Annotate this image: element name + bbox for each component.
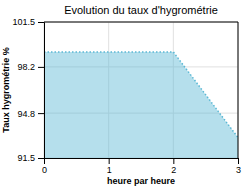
x-tick-label: 3	[236, 165, 241, 175]
plot: 0 1 2 3 91.5 94.8 98.2 101.5	[12, 17, 241, 175]
x-tick-mark	[173, 158, 174, 164]
x-tick: 1	[107, 158, 112, 175]
y-tick-mark	[38, 113, 44, 114]
y-tick-mark	[38, 158, 44, 159]
y-tick-mark	[38, 22, 44, 23]
title: Evolution du taux d'hygrométrie	[64, 4, 218, 16]
y-axis-line	[38, 23, 45, 159]
frame-right	[238, 22, 239, 158]
grid-line-x	[238, 22, 239, 158]
x-tick-label: 1	[107, 165, 112, 175]
y-tick-label: 94.8	[17, 109, 35, 119]
x-tick: 0	[42, 158, 47, 175]
marks	[44, 52, 238, 158]
chart: 0 1 2 3 91.5 94.8 98.2 101.5 Evolution du taux d…	[0, 0, 250, 188]
y-tick-label: 101.5	[12, 17, 35, 27]
x-tick-mark	[109, 158, 110, 164]
x-tick: 2	[171, 158, 176, 175]
y-axis: 91.5 94.8 98.2 101.5	[12, 17, 44, 163]
grid-line-y	[44, 22, 238, 23]
x-axis: 0 1 2 3	[42, 158, 241, 175]
x-axis-line	[45, 159, 239, 165]
x-tick-label: 2	[171, 165, 176, 175]
frame-top	[44, 22, 238, 23]
y-tick-mark	[38, 67, 44, 68]
x-tick: 3	[236, 158, 241, 175]
line	[44, 52, 238, 138]
y-axis-title: Taux hygrométrie %	[1, 47, 11, 132]
x-tick-mark	[238, 158, 239, 164]
y-tick: 101.5	[12, 17, 44, 27]
x-tick-label: 0	[42, 165, 47, 175]
y-tick-label: 98.2	[17, 62, 35, 72]
y-tick: 94.8	[17, 109, 44, 119]
y-tick-label: 91.5	[17, 153, 35, 163]
x-axis-title: heure par heure	[107, 176, 175, 186]
grid	[44, 22, 238, 158]
y-tick: 98.2	[17, 62, 44, 72]
area	[44, 52, 238, 158]
y-tick: 91.5	[17, 153, 44, 163]
